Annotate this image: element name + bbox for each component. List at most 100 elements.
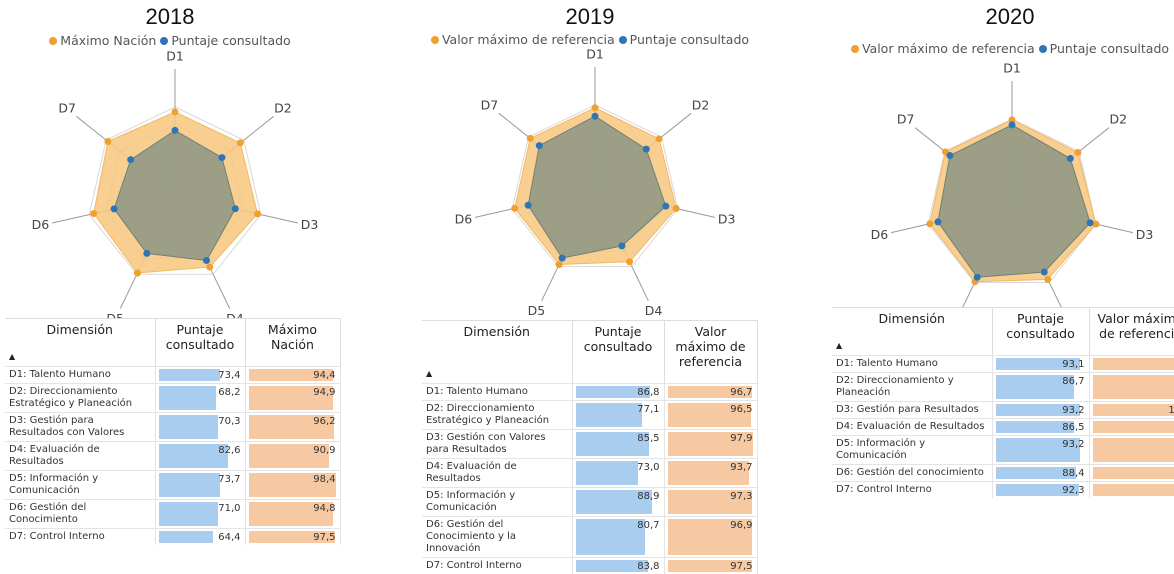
sort-arrow: ▲ xyxy=(426,366,432,381)
value-label: 71,0 xyxy=(156,500,245,515)
data-point xyxy=(218,154,225,161)
data-point xyxy=(592,104,599,111)
data-point xyxy=(90,210,97,217)
axis-label: D2 xyxy=(692,97,710,112)
value-cell: 86,7 xyxy=(992,373,1089,402)
header-cell: Valor máximo de referencia xyxy=(664,321,757,384)
chart-title: 2020 xyxy=(840,4,1174,30)
data-table: Dimensión▲ Puntaje consultado Valor máximo… xyxy=(832,307,1174,498)
value-cell: 97,5 xyxy=(245,529,340,546)
legend-label: Puntaje consultado xyxy=(1050,41,1169,56)
dimension-cell: D3: Gestión para Resultados con Valores xyxy=(5,413,155,442)
label-leader xyxy=(542,267,558,301)
legend-label: Valor máximo de referencia xyxy=(442,32,615,47)
legend: Valor máximo de referencia Puntaje consul… xyxy=(800,41,1174,56)
value-label: 96,7 xyxy=(665,384,757,399)
value-cell: 98 xyxy=(1089,373,1174,402)
data-point xyxy=(111,205,118,212)
legend-marker xyxy=(1039,45,1047,53)
value-cell: 96,7 xyxy=(664,384,757,401)
data-point xyxy=(527,135,534,142)
axis-label: D3 xyxy=(718,212,736,227)
value-label: 68,2 xyxy=(156,384,245,399)
dimension-cell: D5: Información y Comunicación xyxy=(832,436,992,465)
value-cell: 93,2 xyxy=(992,402,1089,419)
value-cell: 90,9 xyxy=(245,442,340,471)
data-point xyxy=(1041,269,1048,276)
header-text: Dimensión xyxy=(879,311,945,326)
legend-item: Máximo Nación xyxy=(49,33,156,48)
data-point xyxy=(104,138,111,145)
value-label: 93,7 xyxy=(665,459,757,474)
value-cell: 94,8 xyxy=(245,500,340,529)
label-leader xyxy=(213,274,229,308)
legend-marker xyxy=(49,37,57,45)
header-text: Dimensión xyxy=(464,324,530,339)
dimension-cell: D2: Direccionamiento Estratégico y Plane… xyxy=(5,384,155,413)
value-cell: 68,2 xyxy=(155,384,245,413)
header-text: Valor máximo de referencia xyxy=(1097,311,1174,341)
legend-label: Valor máximo de referencia xyxy=(862,41,1035,56)
value-cell: 99 xyxy=(1089,482,1174,499)
data-point xyxy=(556,261,563,268)
header-cell: Puntaje consultado xyxy=(155,319,245,367)
value-label: 70,3 xyxy=(156,413,245,428)
value-cell: 64,4 xyxy=(155,529,245,546)
value-cell: 99 xyxy=(1089,356,1174,373)
data-point xyxy=(511,205,518,212)
data-table: Dimensión ▲ Puntaje consultado Valor máximo… xyxy=(422,320,758,574)
value-cell: 86,5 xyxy=(992,419,1089,436)
value-cell: 88,9 xyxy=(572,488,664,517)
value-cell: 93,2 xyxy=(992,436,1089,465)
value-cell: 82,6 xyxy=(155,442,245,471)
value-cell: 98,4 xyxy=(245,471,340,500)
header-row: Dimensión▲ Puntaje consultado Valor máximo… xyxy=(832,308,1174,356)
dimension-cell: D6: Gestión del conocimiento xyxy=(832,465,992,482)
data-point xyxy=(1067,155,1074,162)
legend-item: Valor máximo de referencia xyxy=(851,41,1035,56)
value-label: 93,2 xyxy=(993,436,1089,451)
legend-marker xyxy=(160,37,168,45)
data-point xyxy=(203,257,210,264)
header-text: Puntaje consultado xyxy=(584,324,653,354)
chart-title: 2019 xyxy=(420,4,760,30)
value-cell: 86,8 xyxy=(572,384,664,401)
value-label: 99 xyxy=(1090,482,1174,497)
value-label: 88,4 xyxy=(993,465,1089,480)
data-point xyxy=(974,274,981,281)
label-leader xyxy=(475,209,512,217)
data-point xyxy=(536,142,543,149)
header-cell: Dimensión▲ xyxy=(832,308,992,356)
axis-label: D3 xyxy=(301,217,319,232)
axis-label: D7 xyxy=(481,97,499,112)
value-label: 94,8 xyxy=(246,500,340,515)
data-point xyxy=(662,203,669,210)
value-label: 92,3 xyxy=(993,482,1089,497)
value-label: 86,7 xyxy=(993,373,1089,388)
value-cell: 85,5 xyxy=(572,430,664,459)
header-text: Puntaje consultado xyxy=(1006,311,1075,341)
header-text: Dimensión xyxy=(47,322,113,337)
data-point xyxy=(1044,276,1051,283)
data-point xyxy=(237,139,244,146)
axis-label: D6 xyxy=(871,227,889,242)
data-point xyxy=(143,250,150,257)
chart-panel: 2020 Valor máximo de referencia Puntaje co… xyxy=(840,0,1174,571)
value-label: 96 xyxy=(1090,419,1174,434)
legend-marker xyxy=(851,45,859,53)
value-cell: 98 xyxy=(1089,465,1174,482)
label-leader xyxy=(632,267,648,301)
axis-label: D1 xyxy=(166,49,184,64)
data-point xyxy=(254,210,261,217)
header-cell: Dimensión ▲ xyxy=(422,321,572,384)
table-row: D6: Gestión del Conocimiento y la Innova… xyxy=(422,517,757,558)
label-leader xyxy=(261,215,298,223)
